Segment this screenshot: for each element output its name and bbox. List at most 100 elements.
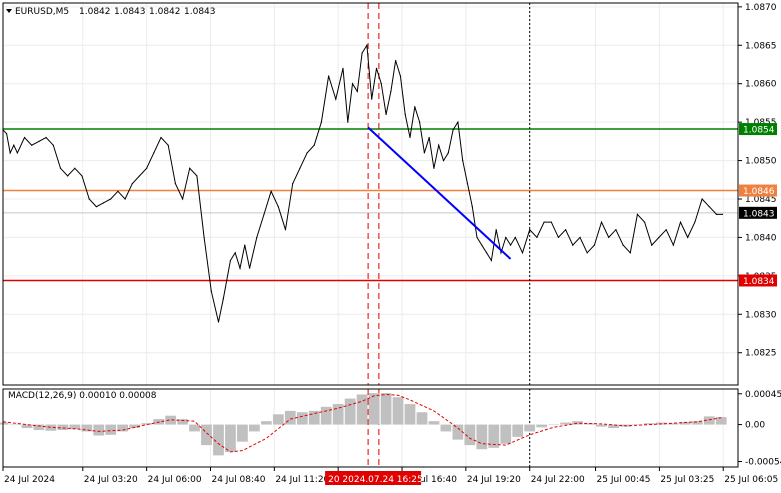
price-point <box>409 136 411 139</box>
macd-histogram-bar <box>368 393 380 425</box>
macd-histogram-bar <box>237 424 248 442</box>
price-point <box>299 167 301 169</box>
y-tick-label: 1.0840 <box>745 233 777 243</box>
chart-ohlc-open: 1.0842 <box>79 7 111 17</box>
price-point <box>248 267 251 269</box>
macd-histogram-bar <box>0 422 9 425</box>
price-point <box>438 144 440 146</box>
macd-axis: 0.00045 0.00 -0.00054 <box>738 390 781 468</box>
price-point <box>210 290 212 292</box>
price-point <box>361 52 363 54</box>
price-point <box>505 236 507 239</box>
macd-histogram-bar <box>33 424 45 431</box>
price-point <box>222 298 224 300</box>
level-labels: 1.0854 1.0846 1.0843 1.0834 <box>739 123 777 287</box>
macd-histogram-bar <box>296 412 308 425</box>
price-point <box>174 183 176 185</box>
price-point <box>672 244 674 246</box>
price-point <box>629 252 631 254</box>
macd-histogram-bar <box>69 424 81 430</box>
price-point <box>23 136 26 139</box>
price-point <box>270 190 272 192</box>
x-tick-label: 24 Jul 06:00 <box>148 475 202 485</box>
macd-histogram-bar <box>608 424 619 428</box>
macd-histogram-bar <box>45 424 57 431</box>
price-point <box>694 221 696 223</box>
price-point <box>9 152 11 154</box>
price-point <box>385 113 387 116</box>
price-point <box>117 190 119 192</box>
price-point <box>138 175 141 177</box>
price-point <box>721 213 724 215</box>
price-point <box>701 198 703 200</box>
price-point <box>375 67 378 69</box>
price-point <box>31 144 33 146</box>
price-point <box>715 213 718 215</box>
macd-histogram-bar <box>596 424 607 427</box>
price-point <box>256 236 258 239</box>
macd-histogram-bar <box>679 421 691 425</box>
macd-histogram-bar <box>260 421 272 425</box>
x-tick-label: 24 Jul 11:20 <box>275 475 329 485</box>
macd-histogram-bar <box>308 410 320 425</box>
price-point <box>395 60 397 62</box>
price-point <box>636 213 639 215</box>
macd-histogram-bar <box>464 424 476 446</box>
x-tick-label: 24 Jul 19:20 <box>467 475 521 485</box>
price-point <box>284 229 287 231</box>
level-tag <box>739 274 777 287</box>
macd-signal-line <box>2 393 722 453</box>
price-point <box>509 244 512 246</box>
macd-histogram-bar <box>332 404 344 425</box>
macd-histogram-bar <box>248 424 260 432</box>
price-series <box>2 43 724 323</box>
price-point <box>433 167 435 169</box>
macd-y-tick-label: 0.00 <box>745 421 765 431</box>
level-tag-label: 1.0846 <box>743 187 775 197</box>
y-tick-label: 1.0850 <box>745 157 777 167</box>
price-point <box>229 259 232 262</box>
chart-symbol: EURUSD,M5 <box>15 7 69 17</box>
y-tick-label: 1.0845 <box>745 195 777 205</box>
price-point <box>217 321 220 323</box>
price-point <box>481 244 483 246</box>
price-point <box>234 252 236 254</box>
macd-histogram-bar <box>165 415 176 425</box>
price-point <box>131 183 133 185</box>
macd-histogram-bar <box>500 424 512 444</box>
price-point <box>428 136 430 139</box>
price-point <box>320 121 323 123</box>
price-point <box>292 183 294 185</box>
price-point <box>335 98 337 100</box>
price-point <box>536 236 538 239</box>
y-tick-label: 1.0825 <box>745 349 777 359</box>
chart-ohlc-high: 1.0843 <box>114 7 146 17</box>
chart-menu-icon[interactable] <box>6 9 12 13</box>
x-tick-label: 24 Jul 2024 <box>4 475 55 485</box>
macd-histogram-bar <box>272 414 284 425</box>
price-point <box>486 252 488 254</box>
price-point <box>452 129 454 131</box>
price-point <box>203 236 205 239</box>
macd-histogram-bar <box>9 424 21 426</box>
price-point <box>462 159 464 162</box>
price-point <box>45 136 47 139</box>
macd-histogram-bar <box>632 424 643 426</box>
price-point <box>239 267 241 269</box>
macd-histogram-bar <box>548 424 560 426</box>
chart-header: EURUSD,M5 1.0842 1.0843 1.0842 1.0843 <box>6 7 216 17</box>
price-point <box>442 159 445 162</box>
price-point <box>500 252 502 254</box>
price-point <box>328 75 330 77</box>
price-point <box>356 90 358 92</box>
macd-panel-frame <box>2 388 739 468</box>
macd-histogram-bar <box>691 421 703 425</box>
macd-histogram-bar <box>404 404 416 425</box>
price-point <box>380 83 382 85</box>
macd-histogram-bar <box>703 416 715 425</box>
price-point <box>95 206 97 208</box>
macd-histogram-bar <box>213 424 224 456</box>
price-point <box>490 259 493 262</box>
y-tick-label: 1.0860 <box>745 80 777 90</box>
